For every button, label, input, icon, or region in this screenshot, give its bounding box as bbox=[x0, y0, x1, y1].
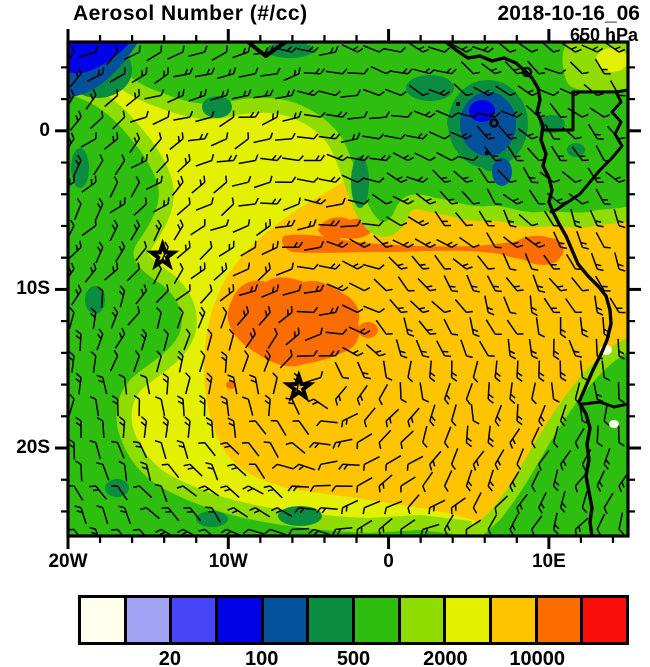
colorbar-cell bbox=[492, 598, 538, 642]
colorbar bbox=[78, 595, 629, 645]
star-markers-layer bbox=[145, 238, 316, 403]
map-canvas bbox=[55, 29, 641, 549]
aerosol-field-layer bbox=[68, 42, 628, 536]
page-title: Aerosol Number (#/cc) bbox=[73, 2, 308, 25]
colorbar-cell bbox=[172, 598, 219, 642]
datetime-label: 2018-10-16_06 bbox=[497, 2, 640, 25]
colorbar-cell bbox=[446, 598, 493, 642]
colorbar-cell bbox=[309, 598, 356, 642]
island-outline bbox=[489, 118, 499, 128]
colorbar-cell bbox=[218, 598, 264, 642]
colorbar-cell bbox=[81, 598, 127, 642]
lat-tick-label: 0 bbox=[39, 119, 50, 141]
plot-frame bbox=[66, 40, 630, 538]
lon-tick-label: 20W bbox=[48, 551, 88, 572]
island-dot bbox=[456, 102, 460, 106]
colorbar-cell bbox=[263, 598, 310, 642]
lat-tick-label: 20S bbox=[16, 437, 50, 459]
colorbar-cell bbox=[537, 598, 584, 642]
lon-tick-label: 10E bbox=[531, 551, 566, 572]
lon-tick-label: 10W bbox=[208, 551, 248, 572]
star-marker bbox=[282, 370, 316, 403]
colorbar-cell bbox=[400, 598, 447, 642]
colorbar-cell bbox=[355, 598, 401, 642]
colorbar-tick-label: 20 bbox=[158, 648, 181, 667]
lat-tick-label: 10S bbox=[16, 278, 50, 300]
colorbar-tick-label: 2000 bbox=[423, 648, 468, 667]
lon-tick-label: 0 bbox=[383, 551, 394, 572]
star-marker bbox=[145, 238, 180, 271]
colorbar-tick-label: 10000 bbox=[509, 648, 565, 667]
coastline-layer bbox=[246, 42, 628, 536]
colorbar-cell bbox=[126, 598, 173, 642]
pressure-level-label: 650 hPa bbox=[569, 25, 638, 45]
colorbar-cell bbox=[583, 598, 627, 642]
colorbar-tick-label: 500 bbox=[336, 648, 371, 667]
colorbar-tick-label: 100 bbox=[244, 648, 279, 667]
island-dot bbox=[484, 150, 490, 156]
island-outline bbox=[521, 66, 533, 78]
